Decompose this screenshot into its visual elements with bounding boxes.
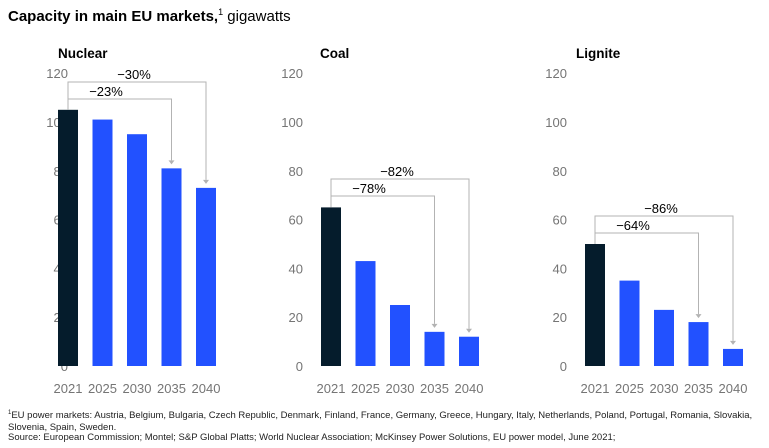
lignite-bracket-2035: [594, 232, 699, 315]
lignite-bar-2030: [654, 309, 674, 366]
nuclear-bar-2021: [58, 109, 78, 367]
lignite-y-tick-label: 80: [553, 164, 567, 179]
lignite-bar-2025: [619, 280, 640, 366]
coal-bar-2030: [390, 305, 410, 366]
coal-y-tick-label: 80: [289, 164, 303, 179]
nuclear-x-tick-label: 2030: [123, 381, 152, 396]
coal-bar-2021: [321, 207, 341, 366]
coal-x-tick-label: 2021: [317, 381, 346, 396]
lignite-x-tick-label: 2021: [581, 381, 610, 396]
lignite-y-tick-label: 60: [553, 213, 567, 228]
coal-x-tick-label: 2035: [420, 381, 449, 396]
lignite-y-tick-label: 20: [553, 310, 567, 325]
lignite-x-tick-label: 2040: [719, 381, 748, 396]
nuclear-x-tick-label: 2040: [192, 381, 221, 396]
lignite-arrowhead-2040: [730, 340, 736, 345]
nuclear-bar-2040: [196, 187, 216, 366]
lignite-bracket-2040: [594, 215, 734, 341]
lignite-bar-2040: [723, 348, 743, 366]
coal-change-label: −82%: [380, 164, 414, 179]
lignite-change-label: −64%: [616, 218, 650, 233]
lignite-y-tick-label: 40: [553, 261, 567, 276]
coal-arrowhead-2035: [431, 323, 438, 328]
nuclear-arrowhead-2040: [203, 179, 209, 184]
lignite-y-tick-label: 100: [545, 115, 567, 130]
coal-bar-2040: [459, 336, 479, 366]
coal-arrowhead-2040: [466, 328, 472, 333]
lignite-y-tick-label: 0: [560, 359, 567, 374]
lignite-chart-title: Lignite: [576, 46, 621, 61]
chart-title-footnote-mark: 1: [218, 7, 224, 17]
coal-x-tick-label: 2040: [455, 381, 484, 396]
coal-y-tick-label: 100: [281, 115, 303, 130]
footnote-mark: 1: [8, 410, 12, 416]
lignite-x-tick-label: 2030: [650, 381, 679, 396]
footnote-source: Source: European Commission; Montel; S&P…: [8, 432, 616, 443]
nuclear-bar-2030: [127, 134, 147, 366]
coal-change-label: −78%: [352, 181, 386, 196]
nuclear-y-tick-label: 120: [46, 66, 68, 81]
footnote-markets-text: EU power markets: Austria, Belgium, Bulg…: [8, 410, 753, 434]
lignite-change-label: −86%: [644, 201, 678, 216]
nuclear-bar-2035: [161, 168, 182, 366]
nuclear-arrowhead-2035: [168, 160, 175, 165]
lignite-arrowhead-2035: [695, 314, 702, 319]
nuclear-change-label: −23%: [89, 84, 123, 99]
nuclear-y-tick-label: 0: [61, 359, 68, 374]
coal-y-tick-label: 40: [289, 261, 303, 276]
coal-y-tick-label: 20: [289, 310, 303, 325]
lignite-y-tick-label: 120: [545, 66, 567, 81]
lignite-x-tick-label: 2025: [615, 381, 644, 396]
nuclear-x-tick-label: 2025: [88, 381, 117, 396]
nuclear-bracket-2040: [67, 81, 207, 180]
coal-y-tick-label: 60: [289, 213, 303, 228]
chart-title-main: Capacity in main EU markets,: [8, 8, 219, 25]
coal-x-tick-label: 2025: [351, 381, 380, 396]
lignite-x-tick-label: 2035: [684, 381, 713, 396]
lignite-bar-2021: [585, 244, 605, 366]
lignite-bar-2035: [688, 322, 709, 366]
nuclear-chart-title: Nuclear: [58, 46, 108, 61]
coal-x-tick-label: 2030: [386, 381, 415, 396]
bar-charts: Nuclear020406080100120202120252030203520…: [46, 46, 748, 396]
nuclear-bracket-2035: [67, 98, 172, 161]
coal-bracket-2035: [330, 195, 435, 324]
coal-chart-title: Coal: [320, 46, 349, 61]
coal-y-tick-label: 0: [296, 359, 303, 374]
nuclear-change-label: −30%: [117, 67, 151, 82]
nuclear-x-tick-label: 2021: [54, 381, 83, 396]
nuclear-bar-2025: [92, 119, 113, 366]
chart-title: Capacity in main EU markets,1 gigawatts: [8, 7, 291, 25]
coal-bar-2025: [355, 261, 376, 366]
chart-title-unit: gigawatts: [227, 8, 291, 25]
coal-bracket-2040: [330, 178, 470, 329]
footnote-markets: 1EU power markets: Austria, Belgium, Bul…: [8, 407, 763, 434]
nuclear-x-tick-label: 2035: [157, 381, 186, 396]
coal-y-tick-label: 120: [281, 66, 303, 81]
coal-bar-2035: [424, 331, 445, 366]
